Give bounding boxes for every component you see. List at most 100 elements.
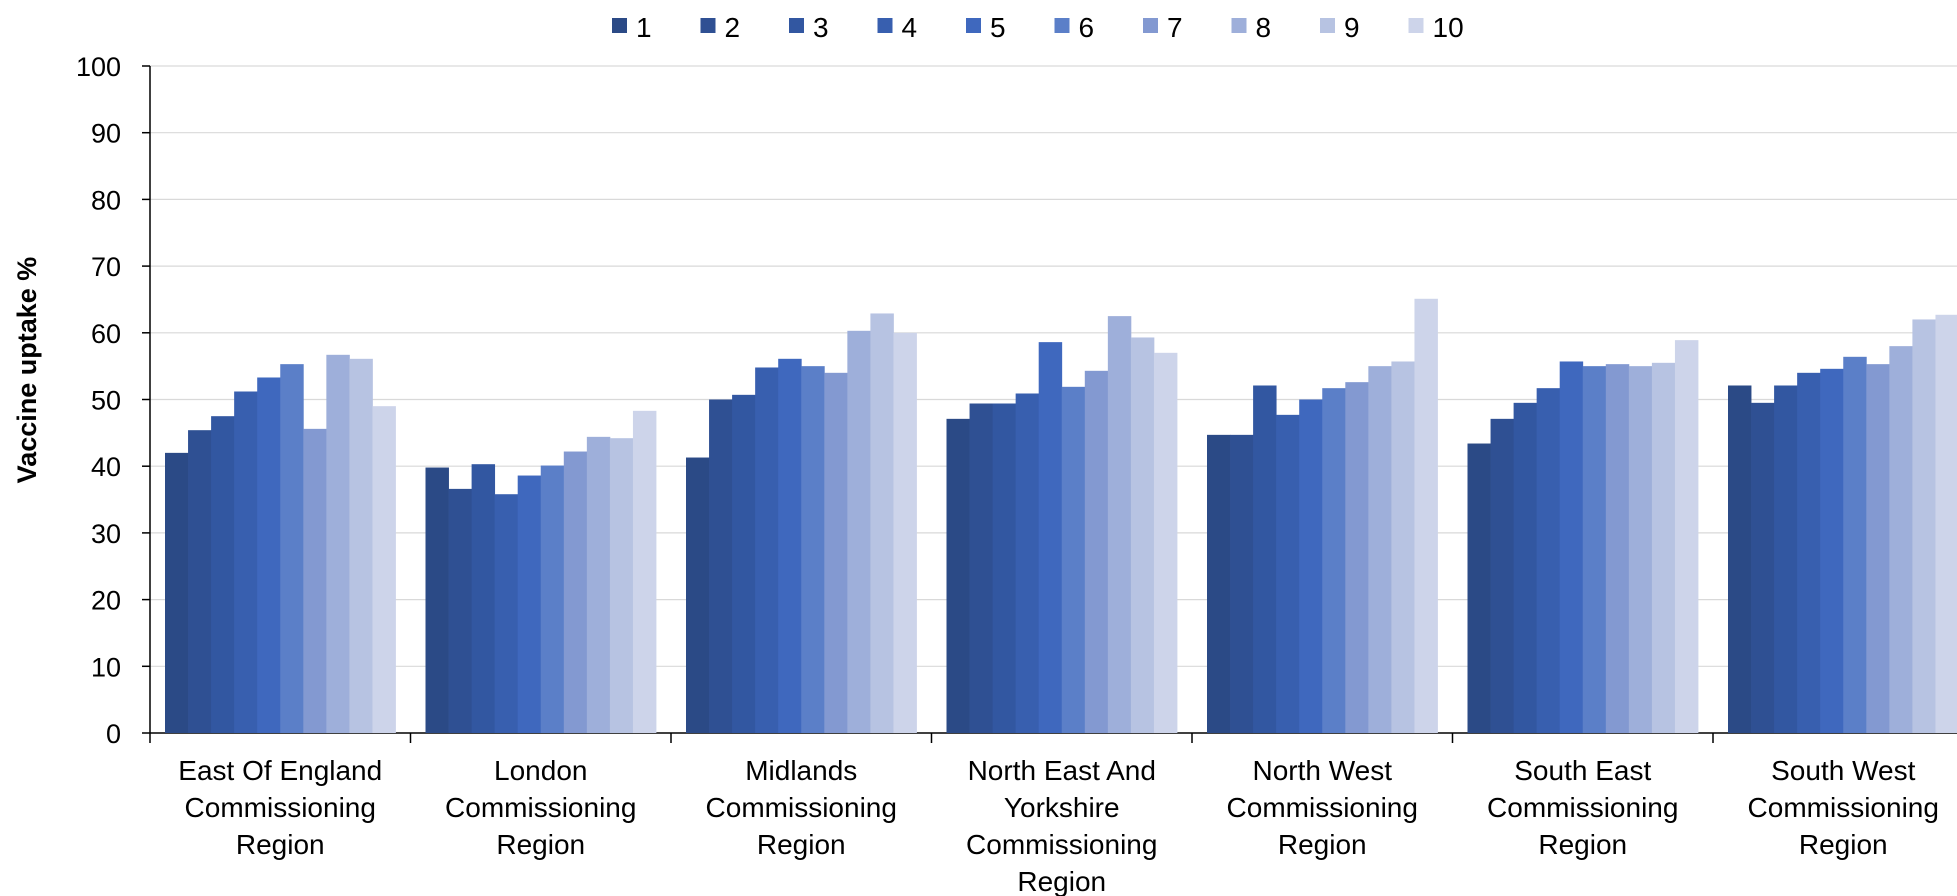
x-tick-label: Region [1538, 829, 1627, 860]
bar-series-9-cat-3 [870, 313, 894, 733]
bar-series-7-cat-1 [303, 428, 327, 733]
bar-series-2-cat-2 [448, 488, 472, 733]
legend-label-9: 9 [1344, 12, 1360, 43]
bar-series-9-cat-5 [1391, 361, 1415, 733]
y-tick-label: 90 [91, 119, 121, 149]
bar-series-5-cat-3 [778, 358, 802, 733]
bar-series-7-cat-3 [824, 372, 848, 733]
legend-label-7: 7 [1167, 12, 1183, 43]
bar-series-6-cat-6 [1582, 366, 1607, 733]
y-tick-label: 10 [91, 652, 121, 682]
x-tick-label: Commissioning [445, 792, 636, 823]
y-tick-label: 80 [91, 185, 121, 215]
x-tick-label: London [494, 755, 587, 786]
bar-series-9-cat-1 [349, 358, 373, 733]
bar-series-5-cat-7 [1820, 368, 1844, 733]
bar-series-7-cat-4 [1084, 370, 1109, 733]
x-tick-label: Region [1799, 829, 1888, 860]
bar-series-3-cat-5 [1253, 385, 1277, 733]
y-tick-label: 30 [91, 519, 121, 549]
bar-series-5-cat-2 [517, 475, 542, 733]
bar-series-10-cat-5 [1414, 298, 1438, 733]
legend-swatch-5 [966, 18, 981, 33]
bar-series-9-cat-2 [609, 438, 634, 733]
x-tick-label: Commissioning [1487, 792, 1678, 823]
bar-series-10-cat-6 [1674, 340, 1699, 733]
bar-series-9-cat-6 [1651, 362, 1676, 733]
x-tick-label: Commissioning [966, 829, 1157, 860]
bar-series-9-cat-7 [1912, 319, 1936, 733]
bar-series-8-cat-4 [1107, 316, 1132, 733]
bar-series-10-cat-4 [1153, 352, 1178, 733]
legend-label-3: 3 [813, 12, 829, 43]
x-tick-label: Midlands [745, 755, 857, 786]
bar-series-10-cat-7 [1935, 314, 1957, 733]
x-tick-label: Yorkshire [1004, 792, 1120, 823]
x-tick-label: Commissioning [185, 792, 376, 823]
bar-series-5-cat-5 [1299, 399, 1323, 733]
bar-series-8-cat-7 [1889, 346, 1913, 733]
legend: 1 2 3 4 5 6 7 8 9 10 [612, 12, 1464, 43]
x-tick-label: North East And [968, 755, 1156, 786]
bar-series-6-cat-2 [540, 465, 565, 733]
x-tick-label: South West [1771, 755, 1915, 786]
y-tick-label: 100 [76, 52, 121, 82]
x-tick-label: Region [757, 829, 846, 860]
bar-series-6-cat-3 [801, 366, 825, 733]
legend-swatch-7 [1143, 18, 1158, 33]
bar-series-3-cat-2 [471, 464, 496, 733]
bar-series-1-cat-4 [946, 418, 970, 733]
bar-series-6-cat-5 [1322, 388, 1346, 733]
bar-series-1-cat-3 [686, 457, 710, 733]
bar-series-2-cat-3 [709, 399, 733, 733]
legend-label-1: 1 [636, 12, 652, 43]
bar-series-8-cat-3 [847, 330, 871, 733]
y-tick-label: 50 [91, 386, 121, 416]
bar-series-8-cat-5 [1368, 366, 1392, 733]
bar-series-4-cat-7 [1797, 372, 1821, 733]
bar-series-2-cat-5 [1230, 434, 1254, 733]
x-tick-label: Commissioning [1227, 792, 1418, 823]
bar-series-2-cat-1 [188, 430, 212, 733]
bar-series-3-cat-7 [1774, 385, 1798, 733]
bar-series-2-cat-6 [1490, 418, 1514, 733]
bar-series-10-cat-2 [632, 410, 657, 733]
bar-series-5-cat-1 [257, 377, 281, 733]
bar-series-7-cat-2 [563, 451, 588, 733]
bar-series-9-cat-4 [1130, 337, 1155, 733]
bar-series-4-cat-6 [1536, 388, 1561, 733]
bar-series-5-cat-4 [1038, 342, 1063, 733]
bar-series-1-cat-5 [1207, 434, 1231, 733]
bar-series-1-cat-6 [1467, 443, 1491, 733]
bar-series-2-cat-4 [969, 403, 993, 733]
x-axis: East Of England Commissioning Region London… [149, 732, 1957, 896]
legend-label-4: 4 [902, 12, 918, 43]
bar-series-6-cat-1 [280, 364, 304, 733]
bar-series-10-cat-3 [893, 332, 917, 733]
legend-swatch-4 [877, 18, 893, 33]
x-tick-label: Region [496, 829, 585, 860]
bar-series-3-cat-6 [1513, 402, 1538, 733]
bar-series-8-cat-2 [586, 436, 611, 733]
legend-swatch-6 [1054, 18, 1070, 33]
bar-series-8-cat-6 [1628, 366, 1653, 733]
bar-series-4-cat-2 [494, 494, 519, 733]
y-tick-label: 40 [91, 452, 121, 482]
bar-series-7-cat-5 [1345, 382, 1369, 733]
legend-label-5: 5 [990, 12, 1006, 43]
bar-series-2-cat-7 [1751, 402, 1775, 733]
x-tick-label: East Of England [178, 755, 382, 786]
legend-swatch-8 [1231, 18, 1247, 33]
bar-series-10-cat-1 [372, 406, 396, 733]
bar-series-6-cat-4 [1061, 386, 1086, 733]
x-tick-label: South East [1514, 755, 1651, 786]
y-tick-label: 20 [91, 586, 121, 616]
bar-series-4-cat-1 [234, 391, 258, 733]
bar-series-3-cat-1 [211, 416, 235, 733]
legend-label-10: 10 [1433, 12, 1464, 43]
bar-series-3-cat-4 [992, 403, 1017, 733]
legend-swatch-10 [1408, 18, 1424, 33]
bar-series-5-cat-6 [1559, 361, 1584, 733]
x-tick-label: Region [236, 829, 325, 860]
x-tick-label: Region [1017, 866, 1106, 896]
